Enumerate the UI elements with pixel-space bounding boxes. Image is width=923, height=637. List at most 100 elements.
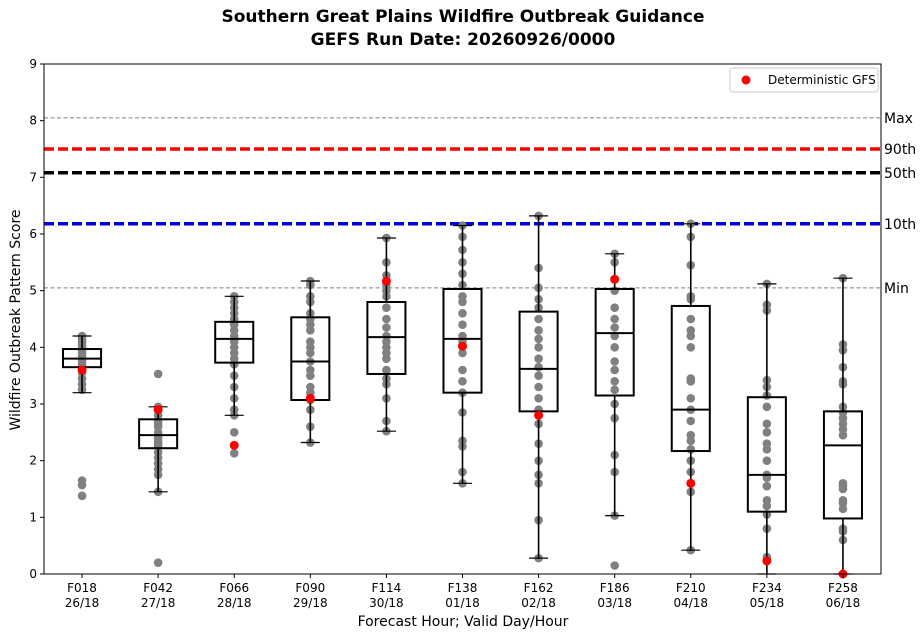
member-point (153, 558, 163, 567)
deterministic-gfs-point (305, 393, 315, 403)
interquartile-box (442, 287, 483, 394)
x-tick-hour: F186 (600, 581, 630, 595)
interquartile-box (138, 418, 179, 450)
member-point (610, 365, 619, 375)
x-tick-hour: F138 (448, 581, 478, 595)
member-point (610, 561, 619, 570)
box-f258 (822, 273, 863, 579)
interquartile-box (594, 287, 635, 397)
member-point (610, 314, 619, 324)
x-tick-hour: F090 (295, 581, 325, 595)
member-point (534, 343, 543, 352)
deterministic-gfs-point (610, 274, 620, 284)
y-axis-label: Wildfire Outbreak Pattern Score (8, 209, 24, 430)
y-tick-label: 2 (29, 454, 37, 468)
member-point (534, 382, 543, 392)
member-point (762, 428, 772, 437)
x-tick-valid: 26/18 (65, 596, 100, 610)
deterministic-gfs-point (153, 405, 163, 415)
member-point (77, 491, 87, 501)
member-point (534, 354, 543, 363)
member-point (77, 480, 87, 490)
x-tick-hour: F234 (752, 581, 782, 595)
box-f018 (62, 331, 103, 501)
x-tick-valid: 02/18 (521, 596, 556, 610)
member-point (534, 371, 543, 380)
legend-label-deterministic-gfs: Deterministic GFS (768, 73, 876, 87)
legend-marker-deterministic-gfs (741, 75, 751, 85)
member-point (686, 343, 696, 352)
member-point (762, 402, 772, 412)
y-tick-label: 1 (29, 510, 37, 524)
member-point (534, 394, 543, 403)
deterministic-gfs-point (381, 276, 391, 286)
member-point (458, 377, 467, 386)
member-point (762, 481, 772, 491)
x-tick-valid: 03/18 (597, 596, 632, 610)
deterministic-gfs-point (534, 410, 544, 420)
member-point (382, 314, 391, 324)
y-tick-label: 5 (29, 284, 37, 298)
x-tick-hour: F114 (372, 581, 402, 595)
member-point (838, 504, 848, 514)
member-point (610, 343, 619, 352)
reference-label-50th: 50th (884, 166, 916, 182)
box-f114 (366, 233, 407, 436)
member-point (382, 354, 391, 363)
member-point (306, 348, 315, 358)
y-tick-label: 7 (29, 170, 37, 184)
y-tick-label: 0 (29, 567, 37, 581)
deterministic-gfs-point (77, 365, 87, 375)
member-point (610, 385, 619, 395)
deterministic-gfs-point (762, 556, 772, 566)
x-tick-hour: F258 (828, 581, 858, 595)
member-point (382, 303, 391, 312)
deterministic-gfs-point (229, 440, 239, 450)
member-point (458, 348, 467, 358)
member-point (382, 365, 391, 375)
box-f138 (442, 221, 483, 488)
chart-title: Southern Great Plains Wildfire Outbreak … (222, 7, 705, 27)
member-point (762, 419, 772, 429)
member-point (762, 501, 772, 511)
member-point (534, 326, 543, 335)
member-point (610, 377, 619, 386)
interquartile-box (670, 304, 711, 453)
interquartile-box (746, 396, 787, 513)
member-point (458, 297, 467, 307)
x-tick-hour: F162 (524, 581, 554, 595)
reference-label-max: Max (884, 111, 913, 127)
reference-label-min: Min (884, 281, 909, 297)
x-tick-hour: F042 (143, 581, 173, 595)
deterministic-gfs-point (686, 478, 696, 488)
member-point (610, 357, 619, 366)
member-point (762, 456, 772, 465)
y-tick-label: 4 (29, 340, 37, 354)
member-point (306, 371, 315, 380)
member-point (762, 445, 772, 454)
member-point (306, 326, 315, 335)
box-f042 (138, 369, 179, 567)
y-tick-label: 8 (29, 114, 37, 128)
member-point (686, 377, 696, 386)
member-point (610, 323, 619, 332)
member-point (153, 369, 163, 379)
x-tick-valid: 06/18 (826, 596, 861, 610)
x-tick-valid: 05/18 (750, 596, 785, 610)
member-point (458, 320, 467, 329)
x-tick-valid: 04/18 (673, 596, 708, 610)
interquartile-box (214, 320, 255, 364)
interquartile-box (822, 410, 863, 520)
legend-frame (729, 67, 879, 93)
x-tick-valid: 27/18 (141, 596, 176, 610)
box-f210 (670, 219, 711, 555)
member-point (534, 314, 543, 324)
box-f234 (746, 279, 787, 575)
box-f186 (594, 249, 635, 570)
member-point (686, 394, 696, 403)
legend: Deterministic GFS (729, 67, 879, 93)
box-f066 (214, 292, 255, 458)
box-f162 (518, 211, 559, 563)
member-point (686, 416, 696, 426)
